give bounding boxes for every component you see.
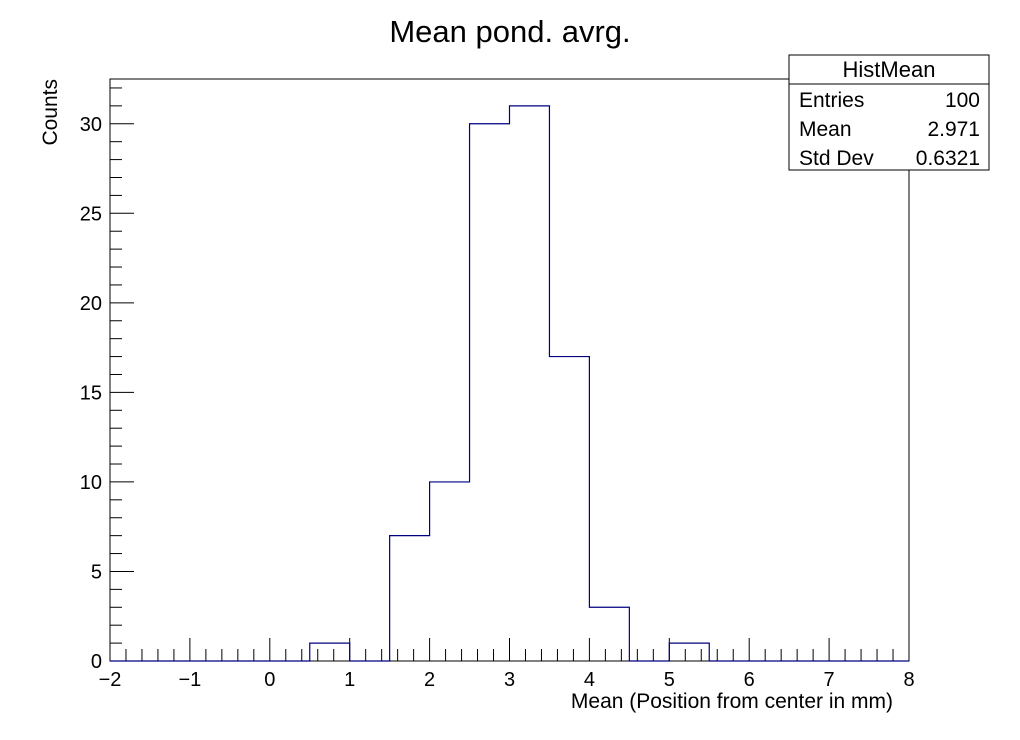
histogram-bin <box>589 607 629 661</box>
x-tick-label: −1 <box>178 669 201 691</box>
histogram-series-line <box>110 105 909 662</box>
histogram-bin <box>510 106 550 661</box>
x-tick-label: −2 <box>99 669 122 691</box>
x-tick-label: 7 <box>824 669 835 691</box>
chart-title: Mean pond. avrg. <box>389 14 630 49</box>
y-tick-label: 0 <box>91 651 102 673</box>
stats-entries-value: 100 <box>945 89 980 112</box>
stats-mean-value: 2.971 <box>927 118 980 141</box>
x-tick-label: 5 <box>664 669 675 691</box>
y-tick-label: 25 <box>80 203 102 225</box>
histogram-bin <box>669 643 709 661</box>
x-axis-tick-labels: −2 −1 0 1 2 3 4 5 6 7 8 <box>99 669 915 691</box>
stats-box: HistMean Entries 100 Mean 2.971 Std Dev … <box>788 54 990 171</box>
histogram-bins <box>310 106 710 661</box>
x-tick-label: 2 <box>424 669 435 691</box>
histogram-bin <box>470 124 510 661</box>
y-tick-label: 30 <box>80 114 102 136</box>
histogram-bin <box>390 536 430 661</box>
stats-mean-label: Mean <box>799 118 852 141</box>
y-tick-label: 15 <box>80 382 102 404</box>
stats-stddev-label: Std Dev <box>799 147 874 170</box>
x-tick-label: 8 <box>903 669 914 691</box>
x-tick-label: 3 <box>504 669 515 691</box>
x-tick-label: 6 <box>744 669 755 691</box>
x-tick-label: 1 <box>344 669 355 691</box>
y-tick-label: 20 <box>80 293 102 315</box>
x-tick-label: 4 <box>584 669 595 691</box>
y-tick-label: 10 <box>80 472 102 494</box>
y-axis-tick-labels: 0 5 10 15 20 25 30 <box>80 114 102 673</box>
y-axis-ticks <box>110 87 134 662</box>
histogram-bin <box>549 357 589 661</box>
x-axis-ticks <box>109 638 910 661</box>
histogram-bin <box>310 643 350 661</box>
x-axis-label: Mean (Position from center in mm) <box>571 690 893 713</box>
histogram-bin <box>430 482 470 661</box>
stats-entries-label: Entries <box>799 89 864 112</box>
y-axis-label: Counts <box>39 79 62 146</box>
stats-box-frame <box>788 54 990 171</box>
x-tick-label: 0 <box>264 669 275 691</box>
stats-box-title: HistMean <box>843 57 936 82</box>
stats-stddev-value: 0.6321 <box>916 147 980 170</box>
y-tick-label: 5 <box>91 561 102 583</box>
